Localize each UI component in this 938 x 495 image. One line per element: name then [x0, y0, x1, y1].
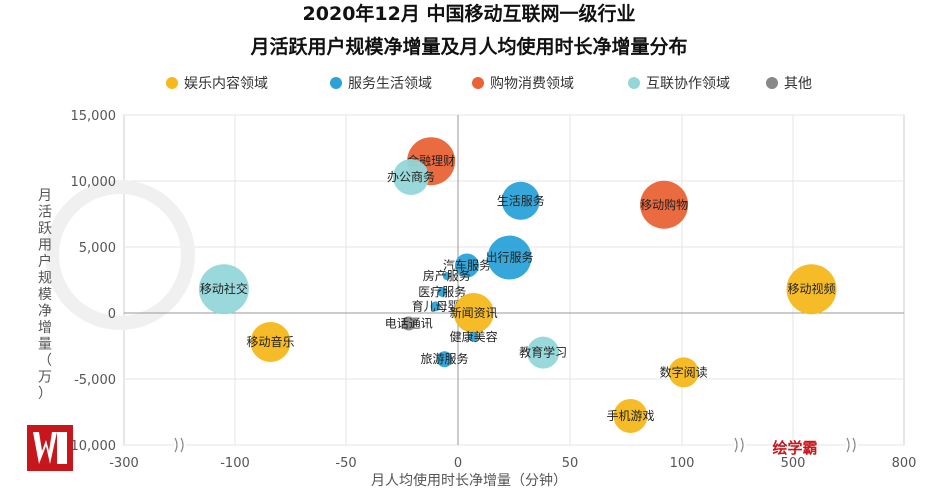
- bubble-label: 办公商务: [387, 169, 435, 184]
- bubble: [198, 264, 249, 315]
- y-tick-label: 15,000: [71, 109, 117, 124]
- bubble-label: 育儿母婴: [412, 298, 460, 313]
- legend-label: 购物消费领域: [490, 76, 574, 92]
- bubble-label: 移动购物: [640, 197, 688, 212]
- bubble-label: 健康美容: [450, 329, 498, 344]
- x-tick-label: 500: [781, 456, 806, 471]
- chart-title-line-2: 月活跃用户规模净增量及月人均使用时长净增量分布: [249, 35, 687, 58]
- bubble-label: 手机游戏: [606, 409, 654, 423]
- chart-title-line-1: 2020年12月 中国移动互联网一级行业: [303, 2, 636, 25]
- bubble: [437, 286, 448, 297]
- bubble-label: 医疗服务: [418, 284, 466, 299]
- bubble: [401, 316, 416, 331]
- bubble-label: 新闻资讯: [450, 305, 498, 320]
- bubble: [786, 264, 837, 315]
- x-tick-label: 50: [562, 456, 579, 471]
- legend-label: 其他: [784, 76, 812, 92]
- x-axis-label: 月人均使用时长净增量（分钟）: [371, 472, 567, 489]
- bubble: [487, 235, 532, 280]
- bubble: [668, 357, 699, 388]
- bubble-label: 汽车服务: [443, 257, 491, 272]
- bubble-label: 旅游服务: [421, 351, 469, 366]
- bubble: [392, 159, 429, 196]
- legend-marker: [766, 77, 778, 89]
- x-tick-label: 100: [670, 456, 695, 471]
- legend: 娱乐内容领域 服务生活领域 购物消费领域 互联协作领域 其他: [166, 75, 812, 92]
- axis-break-mark: [846, 437, 856, 453]
- y-tick-label: -5,000: [74, 373, 116, 388]
- x-tick-label: 800: [892, 456, 917, 471]
- y-axis-label: 月活跃用户规模净增量（万）: [38, 188, 52, 402]
- axis-break-mark: [734, 437, 744, 453]
- plot-frame: [123, 114, 905, 446]
- x-tick-label: 0: [454, 456, 462, 471]
- bubble: [430, 301, 441, 312]
- y-tick-label: 10,000: [71, 175, 117, 190]
- axis-breaks: [174, 437, 858, 453]
- bubble-label: 生活服务: [497, 193, 545, 208]
- bubble: [442, 272, 451, 281]
- y-tick-label: 5,000: [79, 241, 116, 256]
- x-tick-label: -100: [220, 456, 250, 471]
- watermark-brand: 绘学霸: [772, 439, 817, 457]
- legend-marker: [166, 77, 178, 89]
- axis-break-mark: [174, 437, 184, 453]
- x-axis-ticks: -300 -100 -50 0 50 100 500 800: [109, 456, 916, 471]
- legend-marker: [628, 77, 640, 89]
- bubble-label: 出行服务: [486, 250, 534, 265]
- bubble: [468, 331, 479, 342]
- y-tick-label: 0: [108, 307, 116, 322]
- legend-label: 服务生活领域: [348, 76, 432, 92]
- watermark-logo-ring: [45, 180, 195, 330]
- x-tick-label: -50: [335, 456, 356, 471]
- bubble: [613, 398, 648, 433]
- bubble-label: 数字阅读: [660, 364, 708, 379]
- axis-break-gap: [734, 437, 746, 453]
- bubble: [501, 181, 540, 220]
- y-axis-ticks: 15,000 10,000 5,000 0 -5,000 -10,000: [66, 109, 116, 454]
- legend-label: 娱乐内容领域: [184, 75, 268, 92]
- bubble: [250, 322, 291, 363]
- bubble: [454, 253, 479, 278]
- bubble: [453, 293, 494, 333]
- y-tick-label: -10,000: [66, 439, 116, 454]
- axis-break-gap: [846, 437, 858, 453]
- bubble: [436, 351, 453, 368]
- bubble-label: 教育学习: [519, 345, 567, 360]
- legend-marker: [330, 77, 342, 89]
- bubble-label: 移动音乐: [247, 334, 295, 349]
- corner-logo: [27, 425, 73, 471]
- legend-label: 互联协作领域: [646, 76, 730, 92]
- legend-marker: [472, 77, 484, 89]
- bubble: [640, 180, 689, 229]
- bubble-label: 移动社交: [200, 281, 248, 296]
- bubble: [527, 336, 560, 369]
- bubble-label: 房产服务: [423, 268, 471, 283]
- zero-axes: [124, 115, 904, 445]
- bubble-label: 移动视频: [787, 281, 835, 296]
- axis-break-gap: [174, 437, 186, 453]
- x-tick-label: -300: [109, 456, 139, 471]
- bubble-label: 电话通讯: [385, 317, 433, 331]
